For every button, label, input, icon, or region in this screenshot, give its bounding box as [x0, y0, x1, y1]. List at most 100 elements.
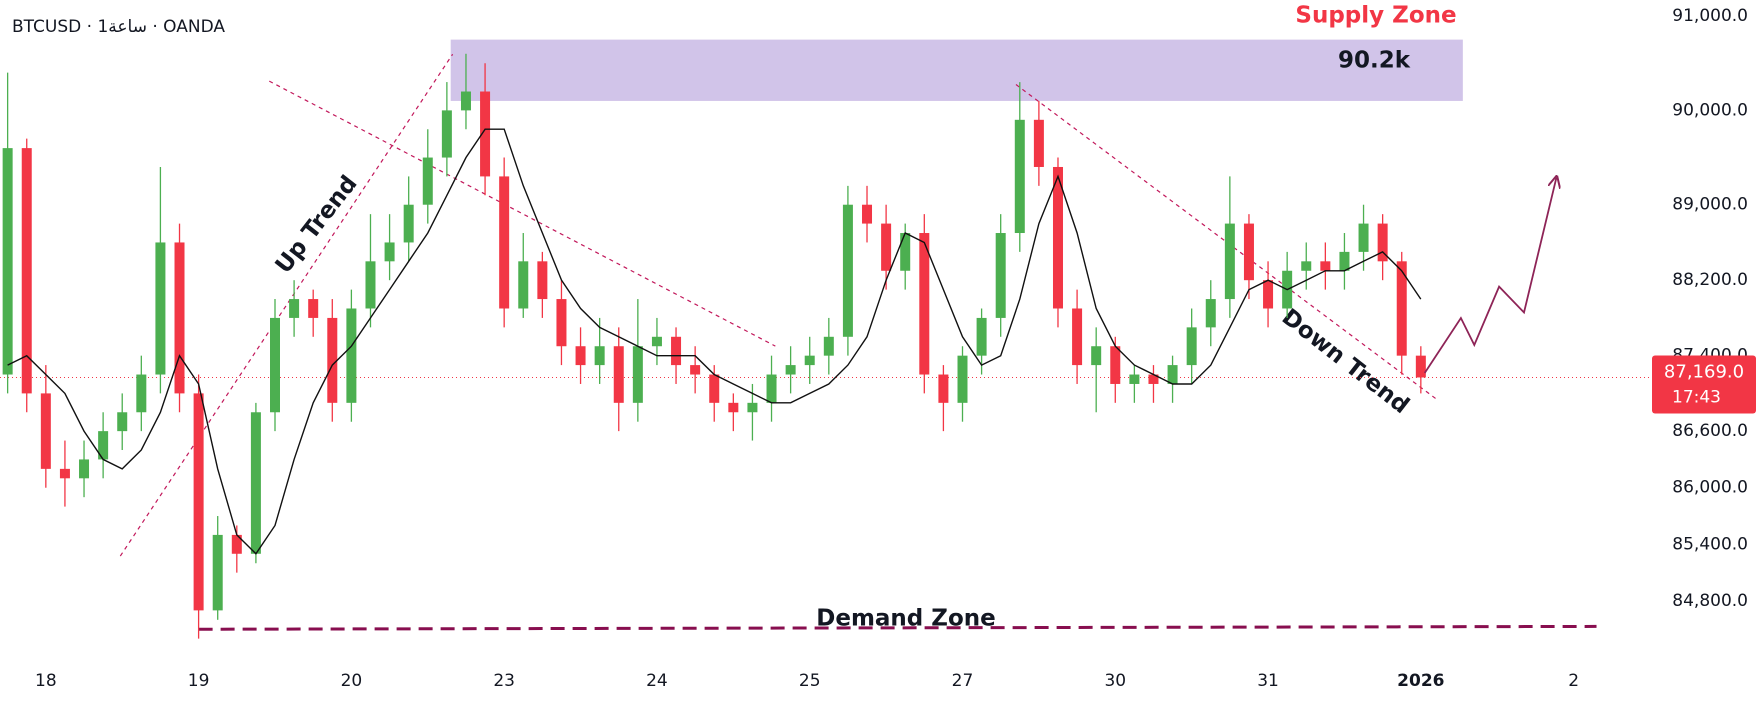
candle-body	[842, 204, 853, 337]
candle-body	[40, 393, 51, 469]
candle-body	[919, 233, 930, 375]
candle-body	[1091, 346, 1102, 366]
demand-zone-label: Demand Zone	[816, 606, 995, 632]
candle-body	[1415, 355, 1426, 378]
candle-body	[212, 534, 223, 611]
candle-body	[270, 317, 280, 413]
candle-body	[308, 299, 319, 318]
supply-zone	[450, 39, 1463, 101]
candle-body	[537, 261, 548, 300]
candle-body	[671, 336, 682, 366]
candle-body	[862, 204, 873, 224]
candle-body	[1110, 346, 1121, 384]
candle-body	[1052, 166, 1063, 309]
candle-body	[690, 365, 701, 375]
candle-body	[136, 374, 147, 413]
candle-body	[785, 365, 796, 375]
candle-body	[1014, 119, 1025, 234]
x-tick-label: 2	[1568, 671, 1579, 691]
candle-body	[1339, 251, 1350, 271]
candle-body	[499, 176, 510, 309]
candle-body	[1396, 261, 1407, 356]
candle-body	[460, 91, 471, 111]
x-tick-label: 19	[188, 671, 210, 691]
supply-zone-value: 90.2k	[1338, 48, 1411, 74]
candle-body	[881, 223, 892, 271]
candle-body	[518, 261, 529, 309]
candle-body	[365, 261, 376, 309]
moving-average	[7, 128, 1422, 555]
candle-body	[1167, 365, 1178, 384]
x-tick-label: 24	[646, 671, 668, 691]
candle-body	[613, 346, 624, 403]
y-tick-label: 86,000.0	[1672, 478, 1748, 498]
candle-body	[957, 355, 968, 403]
last-price-badge: 87,169.0 17:43	[1652, 355, 1756, 414]
candle-body	[632, 346, 643, 403]
candle-body	[575, 346, 586, 366]
projection-arrow	[1423, 178, 1557, 374]
candle-body	[1129, 374, 1140, 384]
y-tick-label: 86,600.0	[1672, 421, 1748, 441]
candle-body	[1072, 308, 1083, 366]
candle-body	[1243, 223, 1254, 281]
candle-body	[900, 233, 911, 271]
x-tick-label: 23	[493, 671, 515, 691]
x-tick-label: 27	[952, 671, 974, 691]
candle-body	[193, 393, 204, 611]
candle-body	[422, 157, 433, 205]
candle-body	[1148, 374, 1159, 384]
last-price-box	[1652, 355, 1756, 414]
candle-body	[1301, 261, 1312, 271]
candle-body	[384, 242, 395, 262]
last-price-countdown: 17:43	[1672, 387, 1721, 407]
x-tick-label: 30	[1104, 671, 1126, 691]
candle-body	[327, 317, 338, 403]
candle-body	[594, 346, 605, 366]
candle-body	[1033, 119, 1044, 167]
candle-body	[1205, 299, 1216, 328]
x-tick-label: 18	[35, 671, 57, 691]
demand-zone-line	[198, 624, 1597, 631]
y-tick-label: 84,800.0	[1672, 591, 1748, 611]
candle-body	[59, 468, 70, 479]
candle-body	[2, 148, 13, 375]
candle-body	[1358, 223, 1369, 252]
candle-body	[21, 148, 32, 394]
candle-body	[709, 374, 720, 403]
candle-body	[1320, 261, 1331, 271]
candle-body	[804, 355, 815, 366]
candle-body	[976, 317, 987, 356]
candle-body	[728, 402, 739, 413]
candle-body	[231, 534, 242, 554]
candle-body	[651, 336, 662, 347]
candle-body	[155, 242, 166, 375]
candle-body	[441, 110, 452, 158]
candle-body	[403, 204, 414, 243]
symbol-header: BTCUSD · 1ساعة · OANDA	[12, 17, 225, 37]
candle-body	[1377, 223, 1388, 262]
candle-body	[766, 374, 777, 403]
candle-body	[995, 233, 1006, 318]
last-price-label: 87,169.0	[1664, 361, 1744, 382]
candle-body	[174, 242, 185, 394]
y-tick-label: 90,000.0	[1672, 100, 1748, 120]
candle-body	[79, 459, 90, 479]
y-tick-label: 88,200.0	[1672, 270, 1748, 290]
x-tick-label: 2026	[1397, 671, 1444, 691]
supply-zone-label: Supply Zone	[1295, 3, 1456, 29]
candle-body	[480, 91, 491, 177]
candle-body	[823, 336, 834, 356]
candle-body	[250, 412, 261, 554]
candle-body	[938, 374, 949, 403]
x-tick-label: 31	[1257, 671, 1279, 691]
candle-body	[117, 412, 128, 432]
x-tick-label: 20	[341, 671, 363, 691]
candle-body	[1224, 223, 1235, 300]
candle-body	[556, 299, 567, 347]
candle-body	[747, 402, 758, 413]
x-tick-label: 25	[799, 671, 821, 691]
y-tick-label: 85,400.0	[1672, 534, 1748, 554]
